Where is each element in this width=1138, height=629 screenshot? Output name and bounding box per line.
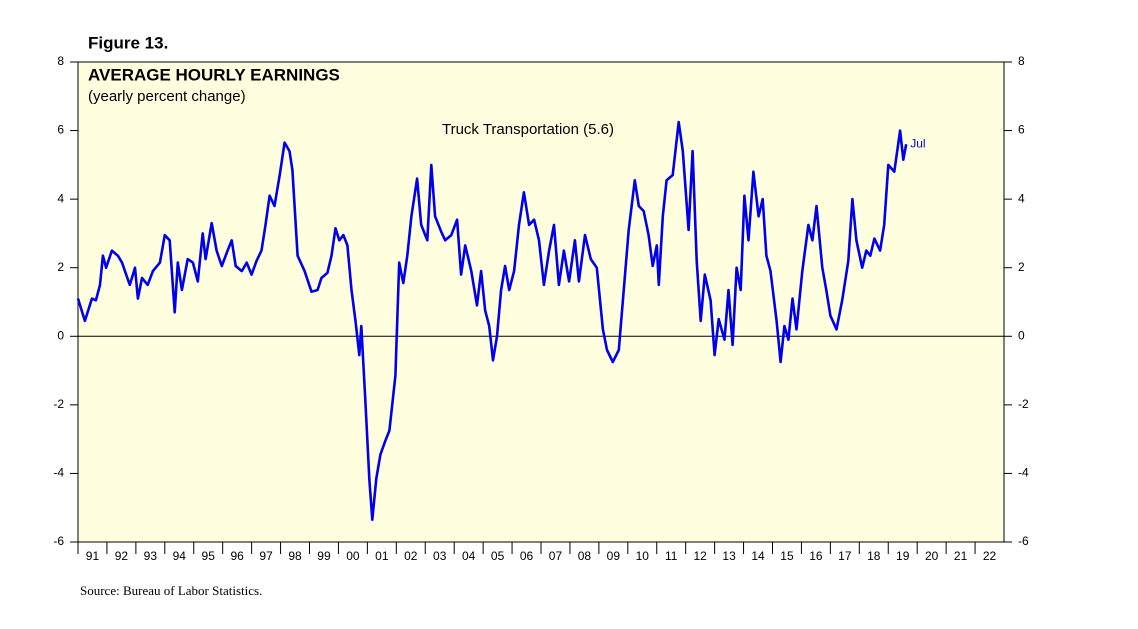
x-tick-label: 14 — [751, 549, 765, 563]
x-tick-label: 04 — [462, 549, 476, 563]
y2-tick-label: -6 — [1018, 534, 1029, 548]
x-tick-label: 15 — [780, 549, 794, 563]
y2-tick-label: 4 — [1018, 191, 1025, 205]
x-tick-label: 96 — [230, 549, 244, 563]
y-tick-label: 6 — [57, 123, 64, 137]
y2-tick-label: -4 — [1018, 466, 1029, 480]
chart-subtitle: (yearly percent change) — [88, 88, 246, 105]
x-tick-label: 07 — [549, 549, 563, 563]
x-tick-label: 19 — [896, 549, 910, 563]
source-note: Source: Bureau of Labor Statistics. — [80, 583, 262, 598]
x-tick-label: 99 — [317, 549, 331, 563]
x-tick-label: 16 — [809, 549, 823, 563]
series-label: Truck Transportation (5.6) — [442, 121, 614, 138]
y2-tick-label: 2 — [1018, 260, 1025, 274]
x-tick-label: 95 — [202, 549, 216, 563]
chart-title: AVERAGE HOURLY EARNINGS — [88, 65, 340, 84]
plot-area — [77, 61, 1005, 543]
y-tick-label: -4 — [53, 466, 64, 480]
y-tick-label: 8 — [57, 54, 64, 68]
y-tick-label: 2 — [57, 260, 64, 274]
y-tick-label: 4 — [57, 191, 64, 205]
x-tick-label: 13 — [722, 549, 736, 563]
y-tick-label: 0 — [57, 328, 64, 342]
y-tick-label: -6 — [53, 534, 64, 548]
x-tick-label: 02 — [404, 549, 418, 563]
x-tick-label: 03 — [433, 549, 447, 563]
x-tick-label: 06 — [520, 549, 534, 563]
x-tick-label: 17 — [838, 549, 852, 563]
y2-tick-label: 8 — [1018, 54, 1025, 68]
series-line — [76, 120, 908, 521]
x-tick-label: 22 — [983, 549, 997, 563]
x-tick-label: 01 — [375, 549, 389, 563]
y2-tick-label: 6 — [1018, 123, 1025, 137]
x-tick-label: 05 — [491, 549, 505, 563]
x-tick-label: 08 — [578, 549, 592, 563]
x-tick-label: 18 — [867, 549, 881, 563]
end-label: Jul — [910, 136, 925, 150]
x-tick-label: 20 — [925, 549, 939, 563]
x-tick-label: 98 — [288, 549, 302, 563]
x-tick-label: 10 — [636, 549, 650, 563]
x-tick-label: 94 — [173, 549, 187, 563]
x-tick-label: 00 — [346, 549, 360, 563]
x-tick-label: 93 — [144, 549, 158, 563]
x-tick-label: 91 — [86, 549, 100, 563]
figure-label: Figure 13. — [88, 33, 168, 52]
y-tick-label: -2 — [53, 397, 64, 411]
x-tick-label: 11 — [665, 549, 678, 563]
y2-tick-label: -2 — [1018, 397, 1029, 411]
x-tick-label: 21 — [954, 549, 968, 563]
x-tick-label: 09 — [607, 549, 621, 563]
x-tick-label: 12 — [693, 549, 707, 563]
y2-tick-label: 0 — [1018, 328, 1025, 342]
x-tick-label: 97 — [259, 549, 273, 563]
x-tick-label: 92 — [115, 549, 129, 563]
